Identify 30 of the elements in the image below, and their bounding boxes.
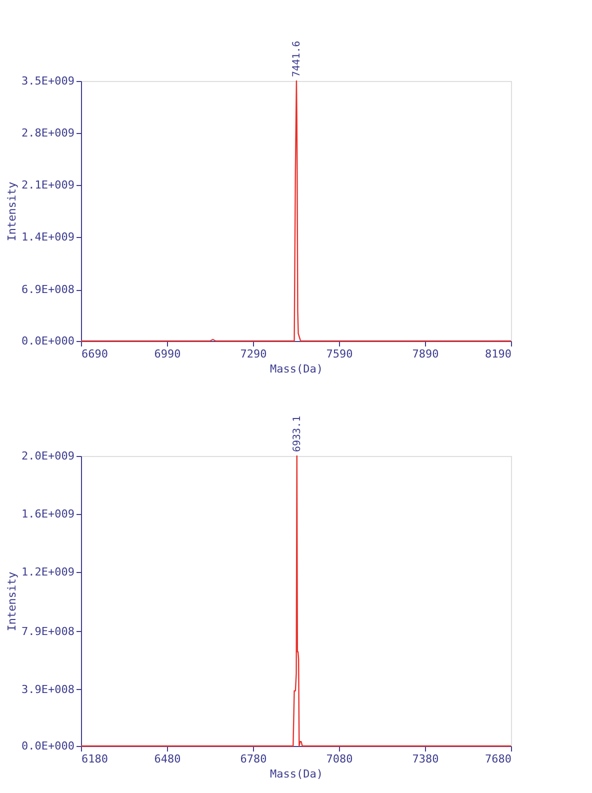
- x-tick-label: 6180: [82, 752, 108, 766]
- x-tick-label: 7890: [412, 348, 439, 360]
- y-tick-label: 1.6E+009: [22, 508, 74, 520]
- x-tick-label: 6690: [82, 348, 108, 360]
- x-tick-label: 6480: [154, 752, 181, 766]
- y-tick-label: 0.0E+000: [22, 740, 74, 752]
- y-tick-label: 6.9E+008: [22, 283, 74, 296]
- x-tick-label: 6990: [154, 348, 181, 360]
- y-tick-label: 2.1E+009: [22, 178, 74, 192]
- y-tick-label: 7.9E+008: [22, 624, 74, 638]
- x-tick-label: 7080: [326, 752, 353, 766]
- y-tick-label: 1.2E+009: [22, 566, 74, 578]
- y-tick-label: 2.8E+009: [22, 126, 74, 140]
- y-tick-label: 0.0E+000: [22, 334, 74, 348]
- annotation: 7441.6: [291, 40, 302, 77]
- x-axis-title: Mass(Da): [270, 362, 323, 376]
- x-tick-label: 7380: [412, 752, 439, 766]
- x-axis-title: Mass(Da): [270, 768, 323, 780]
- x-tick-label: 7680: [485, 752, 512, 766]
- y-tick-label: 1.4E+009: [22, 230, 74, 244]
- y-axis-title: Intensity: [6, 571, 19, 632]
- y-tick-label: 3.9E+008: [22, 682, 74, 696]
- y-tick-label: 2.0E+009: [22, 450, 74, 462]
- x-tick-label: 8190: [485, 348, 512, 360]
- x-tick-label: 7590: [326, 348, 353, 360]
- x-tick-label: 6780: [240, 752, 267, 766]
- x-tick-label: 7290: [240, 348, 267, 360]
- y-axis-title: Intensity: [6, 181, 19, 242]
- annotation: 6933.1: [292, 416, 303, 452]
- y-tick-label: 3.5E+009: [22, 74, 74, 88]
